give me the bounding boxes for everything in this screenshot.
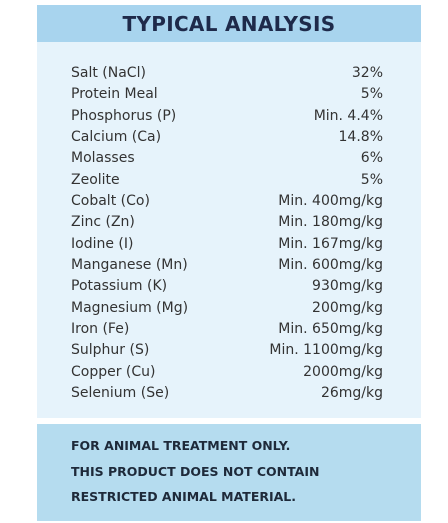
analysis-table: Salt (NaCl) 32% Protein Meal 5% Phosphorus (… — [71, 63, 383, 404]
footer-line: RESTRICTED ANIMAL MATERIAL. — [71, 489, 297, 504]
nutrient-value: Min. 600mg/kg — [278, 256, 383, 273]
table-row: Molasses 6% — [71, 148, 383, 169]
table-row: Protein Meal 5% — [71, 84, 383, 105]
nutrient-value: Min. 400mg/kg — [278, 192, 383, 209]
nutrient-value: Min. 180mg/kg — [278, 214, 383, 231]
nutrient-value: 26mg/kg — [320, 384, 383, 401]
table-row: Cobalt (Co) Min. 400mg/kg — [71, 191, 383, 212]
nutrient-value: 200mg/kg — [312, 299, 383, 316]
nutrient-name: Manganese (Mn) — [71, 256, 188, 273]
nutrient-value: 14.8% — [338, 128, 383, 145]
title: TYPICAL ANALYSIS — [37, 5, 421, 42]
footer-line: FOR ANIMAL TREATMENT ONLY. — [71, 438, 291, 453]
table-row: Calcium (Ca) 14.8% — [71, 127, 383, 148]
table-row: Copper (Cu) 2000mg/kg — [71, 362, 383, 383]
table-row: Zinc (Zn) Min. 180mg/kg — [71, 212, 383, 233]
nutrient-name: Molasses — [71, 150, 135, 167]
nutrient-value: Min. 650mg/kg — [278, 320, 383, 337]
nutrient-value: Min. 167mg/kg — [278, 235, 383, 252]
nutrient-name: Selenium (Se) — [71, 384, 170, 401]
nutrient-name: Zeolite — [71, 171, 120, 188]
nutrient-name: Copper (Cu) — [71, 363, 156, 380]
nutrient-name: Iodine (I) — [71, 235, 134, 252]
table-row: Salt (NaCl) 32% — [71, 63, 383, 84]
nutrient-name: Iron (Fe) — [71, 320, 130, 337]
analysis-panel — [37, 42, 421, 418]
nutrient-name: Calcium (Ca) — [71, 128, 162, 145]
nutrient-value: 2000mg/kg — [303, 363, 383, 380]
table-row: Zeolite 5% — [71, 170, 383, 191]
table-row: Selenium (Se) 26mg/kg — [71, 383, 383, 404]
nutrient-name: Phosphorus (P) — [71, 107, 177, 124]
table-row: Iodine (I) Min. 167mg/kg — [71, 234, 383, 255]
nutrient-name: Zinc (Zn) — [71, 214, 135, 231]
nutrient-value: 5% — [360, 86, 383, 103]
nutrient-value: 930mg/kg — [312, 278, 383, 295]
table-row: Magnesium (Mg) 200mg/kg — [71, 298, 383, 319]
nutrient-value: 32% — [351, 65, 383, 81]
table-row: Potassium (K) 930mg/kg — [71, 276, 383, 297]
nutrient-name: Sulphur (S) — [71, 342, 150, 359]
table-row: Iron (Fe) Min. 650mg/kg — [71, 319, 383, 340]
nutrient-value: 6% — [360, 150, 383, 167]
table-row: Sulphur (S) Min. 1100mg/kg — [71, 340, 383, 361]
nutrient-name: Salt (NaCl) — [71, 65, 146, 81]
footer-line: THIS PRODUCT DOES NOT CONTAIN — [71, 463, 320, 479]
nutrient-value: 5% — [360, 171, 383, 188]
nutrient-value: Min. 4.4% — [313, 107, 383, 124]
footer: FOR ANIMAL TREATMENT ONLY. THIS PRODUCT D… — [37, 424, 421, 521]
table-row: Phosphorus (P) Min. 4.4% — [71, 106, 383, 127]
nutrient-name: Potassium (K) — [71, 278, 168, 295]
table-row: Manganese (Mn) Min. 600mg/kg — [71, 255, 383, 276]
nutrient-name: Magnesium (Mg) — [71, 299, 189, 316]
nutrient-name: Protein Meal — [71, 86, 158, 103]
nutrient-value: Min. 1100mg/kg — [269, 342, 383, 359]
nutrient-name: Cobalt (Co) — [71, 192, 150, 209]
